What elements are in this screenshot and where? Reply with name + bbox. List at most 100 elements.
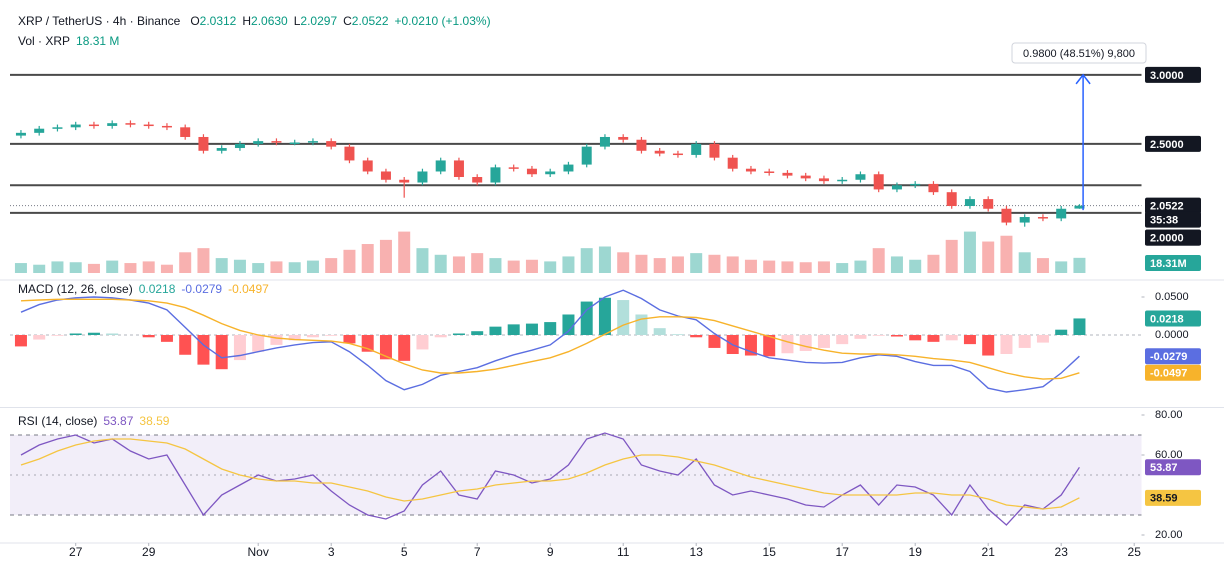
rsi-line — [20, 432, 1080, 526]
volume-bar — [379, 239, 392, 273]
macd-histogram-bar — [690, 335, 703, 338]
x-tick-label: 11 — [617, 545, 630, 559]
symbol-title: XRP / TetherUS · 4h · Binance — [18, 14, 181, 28]
candle-body — [727, 157, 738, 169]
candle-body — [526, 168, 537, 175]
volume-legend: Vol · XRP 18.31 M — [18, 34, 119, 48]
candle-body — [1037, 217, 1048, 219]
level-label: 2.0000 — [1150, 233, 1184, 245]
candle-body — [289, 142, 300, 144]
candle-body — [435, 160, 446, 172]
macd-histogram-bar — [33, 335, 46, 340]
volume-bar — [1036, 258, 1049, 273]
macd-histogram-bar — [434, 335, 447, 338]
x-tick-label: 9 — [547, 545, 554, 559]
macd-histogram-bar — [854, 335, 867, 339]
candle-body — [399, 179, 410, 183]
x-tick-label: 23 — [1055, 545, 1069, 559]
macd-histogram-bar — [671, 334, 684, 336]
volume-bar — [598, 246, 611, 273]
macd-histogram-bar — [1000, 335, 1013, 355]
candle-body — [1074, 205, 1085, 209]
candle-body — [891, 185, 902, 190]
volume-bar — [744, 259, 757, 273]
level-label-box — [1145, 229, 1201, 246]
macd-histogram-bar — [598, 297, 611, 336]
macd-value-label: -0.0279 — [1150, 351, 1187, 363]
volume-bar — [1055, 261, 1068, 273]
volume-bar — [343, 249, 356, 273]
volume-bar — [398, 231, 411, 273]
price-legend: XRP / TetherUS · 4h · Binance O2.0312 H2.0… — [18, 14, 491, 28]
x-tick-label: 25 — [1128, 545, 1142, 559]
macd-histogram-bar — [252, 335, 265, 352]
macd-histogram-bar — [69, 333, 82, 336]
candle-body — [271, 141, 282, 143]
x-tick-label: 3 — [328, 545, 335, 559]
candle-body — [253, 141, 264, 144]
macd-histogram-bar — [909, 335, 922, 341]
indicator-value: 53.87 — [103, 414, 133, 428]
macd-histogram-bar — [781, 335, 794, 354]
candle-body — [490, 167, 501, 183]
candle-body — [599, 136, 610, 147]
candle-body — [691, 143, 702, 155]
macd-histogram-bar — [215, 335, 228, 370]
candle-body — [198, 136, 209, 151]
countdown-label: 35:38 — [1150, 215, 1178, 227]
macd-histogram-bar — [963, 335, 976, 345]
volume-bar — [33, 264, 46, 273]
candle-body — [234, 143, 245, 149]
macd-histogram-bar — [1073, 318, 1086, 336]
candle-body — [983, 199, 994, 209]
x-tick-label: 29 — [142, 545, 156, 559]
candle-body — [618, 136, 629, 140]
candle-body — [362, 160, 373, 172]
macd-histogram-bar — [544, 322, 557, 336]
volume-title: Vol · XRP — [18, 34, 70, 48]
x-tick-label: 7 — [474, 545, 481, 559]
x-tick-label: 17 — [836, 545, 850, 559]
candle-body — [964, 199, 975, 206]
ohlc-prefix: C — [343, 14, 352, 28]
macd-histogram-bar — [197, 335, 210, 365]
candle-body — [545, 171, 556, 175]
candle-body — [764, 171, 775, 173]
indicator-value: 0.0218 — [139, 282, 176, 296]
volume-bar — [489, 258, 502, 273]
macd-histogram-bar — [525, 323, 538, 336]
volume-bar — [836, 263, 849, 273]
volume-bar — [708, 254, 721, 273]
candle-body — [782, 172, 793, 176]
volume-axis-label: 18.31M — [1150, 258, 1187, 270]
volume-bar — [562, 256, 575, 273]
candle-body — [508, 167, 519, 169]
macd-histogram-bar — [708, 335, 721, 348]
candle-body — [818, 178, 829, 182]
ohlc-value: 2.0297 — [300, 14, 337, 28]
candle-body — [52, 127, 63, 129]
candle-body — [1056, 208, 1067, 219]
candle-body — [88, 124, 99, 127]
volume-bar — [781, 261, 794, 273]
volume-bar — [471, 253, 484, 273]
macd-value-label-box — [1145, 310, 1201, 327]
rsi-value-label-box — [1145, 489, 1201, 506]
candle-body — [563, 164, 574, 172]
volume-bar — [179, 252, 192, 273]
macd-histogram-bar — [288, 335, 301, 341]
macd-histogram-bar — [653, 328, 666, 336]
volume-bar — [233, 259, 246, 273]
level-label: 2.5000 — [1150, 139, 1184, 151]
ohlc-prefix: O — [190, 14, 199, 28]
volume-bar — [927, 254, 940, 273]
candle-body — [910, 183, 921, 186]
x-tick-label: 13 — [690, 545, 704, 559]
candle-body — [15, 132, 26, 136]
macd-histogram-bar — [398, 335, 411, 361]
candle-body — [161, 125, 172, 128]
macd-histogram-bar — [14, 335, 27, 347]
volume-bar — [799, 262, 812, 273]
macd-histogram-bar — [233, 335, 246, 361]
candle-body — [417, 171, 428, 183]
